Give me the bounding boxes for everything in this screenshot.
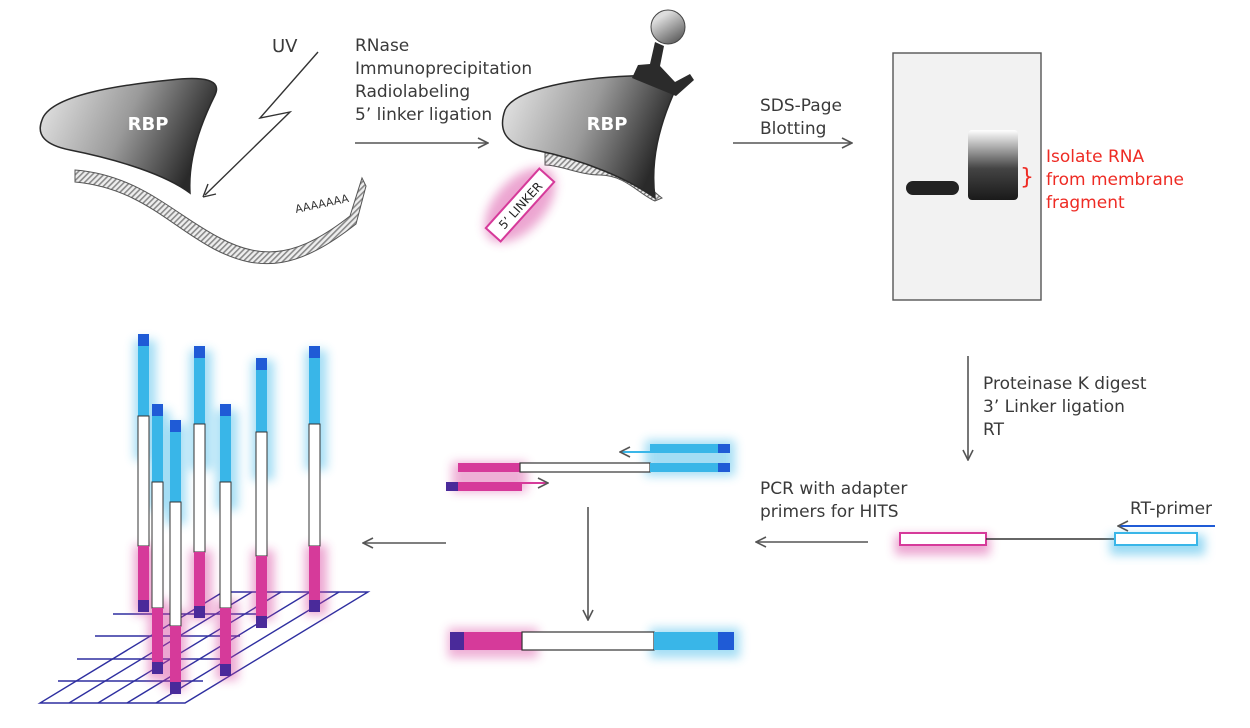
bead-ball bbox=[650, 9, 686, 45]
pcr-template-insert bbox=[519, 462, 651, 473]
rbp-protein-shape-2 bbox=[501, 74, 676, 200]
label-pcr-with-adapter: PCR with adapter bbox=[760, 479, 908, 499]
amplicon-3-cap bbox=[718, 632, 734, 650]
pcr-primed-template bbox=[446, 440, 735, 492]
membrane-blot: } bbox=[892, 52, 1042, 301]
step4-arrow-labels: Proteinase K digest 3’ Linker ligation R… bbox=[983, 373, 1147, 442]
label-rt: RT bbox=[983, 420, 1004, 440]
pcr-top-3-cap bbox=[718, 444, 730, 453]
amplicon-5-adapter bbox=[464, 632, 524, 650]
sequencing-cluster-2 bbox=[193, 346, 206, 618]
pcr-template-3-adapter bbox=[650, 463, 720, 472]
label-proteinase-k: Proteinase K digest bbox=[983, 374, 1147, 394]
linker-ligated-rna bbox=[895, 526, 1215, 555]
isolated-region-bracket: } bbox=[1020, 165, 1034, 190]
amplicon-5-cap bbox=[450, 632, 466, 650]
rbp-label-2: RBP bbox=[587, 114, 628, 135]
rbp-label-1: RBP bbox=[128, 114, 169, 135]
label-3-linker-ligation: 3’ Linker ligation bbox=[983, 397, 1125, 417]
step1-rbp-rna-complex: RBP UV AAAAAAA bbox=[39, 36, 367, 265]
pcr-top-3-adapter bbox=[650, 444, 720, 453]
pcr-template-3-cap bbox=[718, 463, 730, 472]
linker-3-segment bbox=[1114, 532, 1198, 546]
pcr-template-5-adapter bbox=[458, 463, 522, 472]
sequencing-cluster-7 bbox=[169, 420, 182, 694]
amplicon-insert bbox=[521, 631, 655, 651]
label-from-membrane: from membrane bbox=[1046, 170, 1184, 190]
step1-arrow-labels: RNase Immunoprecipitation Radiolabeling … bbox=[355, 35, 532, 127]
antibody-shape bbox=[632, 42, 694, 96]
sequencing-cluster-4 bbox=[308, 346, 321, 612]
rbp-protein-shape bbox=[39, 77, 218, 195]
linker-5-box bbox=[484, 167, 556, 243]
gel-band-smear bbox=[968, 130, 1018, 200]
sequencing-cluster-6 bbox=[219, 404, 232, 676]
label-radiolabeling: Radiolabeling bbox=[355, 82, 471, 102]
label-primers-for-hits: primers for HITS bbox=[760, 502, 899, 522]
pcr-bottom-5-cap bbox=[446, 482, 460, 491]
label-blotting: Blotting bbox=[760, 119, 827, 139]
sequencing-cluster-1 bbox=[137, 334, 150, 612]
label-isolate-rna: Isolate RNA bbox=[1046, 147, 1145, 167]
rna-strand bbox=[74, 169, 367, 265]
uv-lightning-bolt bbox=[204, 51, 319, 196]
amplicon-3-adapter bbox=[654, 632, 720, 650]
label-5-linker-ligation: 5’ linker ligation bbox=[355, 105, 493, 125]
gel-band-small bbox=[906, 181, 959, 195]
pcr-bottom-5-adapter bbox=[458, 482, 522, 491]
polya-tail-label: AAAAAAA bbox=[294, 192, 350, 216]
isolate-rna-annotation: Isolate RNA from membrane fragment bbox=[1046, 146, 1184, 215]
final-amplicon bbox=[448, 628, 740, 658]
step2-immunoprecipitated-complex: 5’ LINKER RBP bbox=[484, 9, 694, 243]
pcr-arrow-labels: PCR with adapter primers for HITS bbox=[760, 478, 907, 524]
membrane-panel bbox=[892, 52, 1042, 301]
label-immunoprecipitation: Immunoprecipitation bbox=[355, 59, 533, 79]
uv-label: UV bbox=[272, 36, 298, 57]
rt-primer-label: RT-primer bbox=[1130, 499, 1213, 519]
step2-arrow-labels: SDS-Page Blotting bbox=[760, 95, 842, 141]
label-sds-page: SDS-Page bbox=[760, 96, 842, 116]
sequencing-flowcell bbox=[37, 334, 371, 704]
label-rnase: RNase bbox=[355, 36, 410, 56]
uv-arrow-head bbox=[202, 183, 217, 198]
sequencing-cluster-3 bbox=[255, 358, 268, 628]
linker-5-segment bbox=[899, 532, 987, 546]
sequencing-cluster-5 bbox=[151, 404, 164, 674]
label-fragment: fragment bbox=[1046, 193, 1125, 213]
